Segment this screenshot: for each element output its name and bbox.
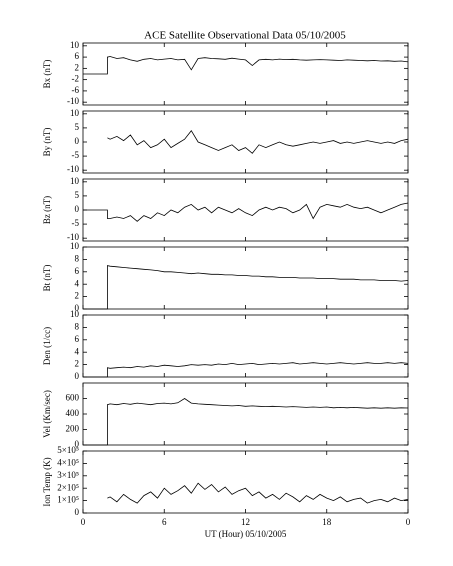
y-tick-label: 1×10⁵ [57, 495, 79, 505]
data-line [107, 129, 409, 154]
y-tick-label: 2×10⁵ [57, 482, 79, 492]
y-tick-label: 5 [75, 122, 80, 132]
y-axis-label: Ion Temp (K) [42, 457, 52, 506]
y-axis-label: Vel (Km/sec) [42, 390, 52, 438]
y-tick-label: 10 [70, 108, 80, 118]
y-tick-label: -10 [67, 232, 79, 242]
data-line [83, 265, 409, 310]
y-tick-label: 0 [75, 136, 80, 146]
y-tick-label: 5×10⁵ [57, 445, 79, 455]
y-tick-label: 2 [75, 62, 80, 72]
y-axis-label: Bt (nT) [42, 265, 52, 292]
y-axis-label: By (nT) [42, 128, 52, 157]
y-tick-label: -5 [72, 218, 80, 228]
y-tick-label: 200 [66, 424, 80, 434]
y-tick-label: 6 [75, 334, 80, 344]
y-axis-label: Bz (nT) [42, 196, 52, 224]
x-tick-label: 12 [241, 517, 250, 527]
chart-title: ACE Satellite Observational Data 05/10/2… [144, 30, 346, 42]
x-tick-label: 0 [81, 517, 86, 527]
y-tick-label: -10 [67, 96, 79, 106]
y-tick-label: 4 [75, 346, 80, 356]
y-tick-label: 3×10⁵ [57, 470, 79, 480]
x-tick-label: 18 [322, 517, 332, 527]
y-tick-label: 0 [75, 439, 80, 449]
y-tick-label: 4 [75, 278, 80, 288]
y-tick-label: 0 [75, 371, 80, 381]
y-tick-label: 6 [75, 266, 80, 276]
y-tick-label: 10 [70, 309, 80, 319]
y-tick-label: 0 [75, 303, 80, 313]
y-tick-label: 6 [75, 51, 80, 61]
y-tick-label: 8 [75, 321, 80, 331]
y-tick-label: 10 [70, 40, 80, 50]
y-axis-label: Bx (nT) [42, 60, 52, 89]
data-line [83, 398, 409, 446]
y-tick-label: 2 [75, 291, 80, 301]
y-tick-label: -2 [72, 74, 80, 84]
x-tick-label: 6 [162, 517, 167, 527]
y-tick-label: -10 [67, 164, 79, 174]
y-axis-label: Den (1/cc) [42, 327, 52, 365]
y-tick-label: 600 [66, 393, 80, 403]
y-tick-label: -6 [72, 85, 80, 95]
y-tick-label: 4×10⁵ [57, 457, 79, 467]
y-tick-label: 10 [70, 176, 80, 186]
x-tick-label: 0 [406, 517, 411, 527]
y-tick-label: 0 [75, 204, 80, 214]
y-tick-label: 10 [70, 241, 80, 251]
y-tick-label: 5 [75, 190, 80, 200]
data-line [83, 56, 409, 75]
data-line [83, 362, 409, 378]
y-tick-label: 8 [75, 253, 80, 263]
x-axis-label: UT (Hour) 05/10/2005 [205, 529, 287, 539]
y-tick-label: -5 [72, 150, 80, 160]
y-tick-label: 400 [66, 408, 80, 418]
y-tick-label: 2 [75, 359, 80, 369]
data-line [83, 202, 409, 222]
data-line [107, 482, 409, 504]
y-tick-label: 0 [75, 507, 80, 517]
